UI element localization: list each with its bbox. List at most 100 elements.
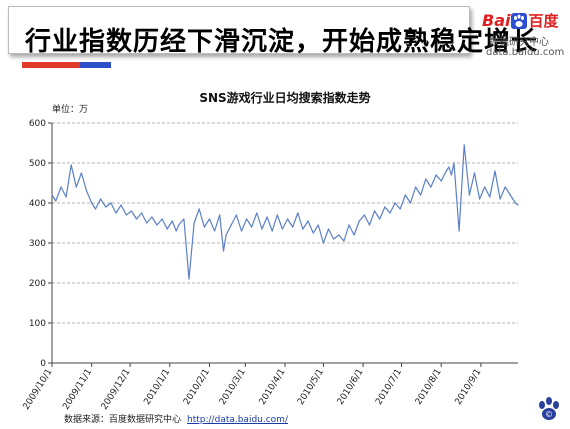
data-point (399, 208, 401, 210)
data-point (225, 234, 227, 236)
data-point (286, 218, 289, 220)
data-point (193, 222, 195, 224)
y-axis-ticks: 0 100 200 300 400 500 600 (29, 119, 52, 369)
data-point (166, 228, 168, 230)
data-point (105, 206, 107, 208)
data-point (256, 212, 258, 214)
y-tick-label: 600 (29, 119, 46, 129)
data-point (394, 202, 396, 204)
data-point (478, 198, 481, 200)
x-tick-label: 2010/1/1 (142, 367, 172, 407)
line-chart: SNS游戏行业日均搜索指数走势 单位：万 0 100 200 300 400 500 600… (22, 90, 519, 410)
data-point (75, 186, 77, 188)
logo-subtitle: 数据研究中心 (489, 37, 549, 48)
page-title: 行业指数历经下滑沉淀，开始成熟稳定增长 (25, 27, 539, 57)
source-link[interactable]: http://data.baidu.com/ (187, 415, 288, 425)
data-point (504, 186, 506, 188)
x-tick-label: 2010/2/1 (182, 367, 212, 407)
data-point (235, 214, 237, 216)
data-point (251, 226, 253, 228)
data-point (425, 178, 427, 180)
data-point (100, 198, 102, 200)
data-point (80, 172, 83, 174)
logo-latin: Bai (482, 11, 511, 30)
source-note: 数据来源：百度数据研究中心 http://data.baidu.com/ (64, 412, 288, 425)
data-point (317, 224, 319, 226)
data-point (135, 218, 138, 220)
data-point (448, 166, 450, 168)
header-accent-blue (80, 62, 111, 68)
data-point (353, 234, 355, 236)
data-point (94, 208, 97, 210)
data-point (297, 212, 299, 214)
x-tick-label: 2010/6/1 (336, 367, 366, 407)
data-point (338, 234, 340, 236)
data-point (509, 194, 511, 196)
data-point (420, 194, 422, 196)
data-point (453, 162, 455, 164)
data-point (91, 202, 93, 204)
x-tick-label: 2009/11/1 (61, 367, 94, 410)
data-point (188, 278, 190, 280)
data-point (440, 180, 442, 182)
data-point (219, 214, 221, 216)
x-tick-label: 2010/4/1 (258, 367, 288, 407)
data-point (414, 186, 417, 188)
x-tick-label: 2009/10/1 (22, 367, 55, 410)
x-tick-label: 2010/5/1 (296, 367, 326, 407)
data-point (51, 194, 53, 196)
data-point (230, 224, 232, 226)
grid (52, 122, 518, 324)
x-tick-label: 2010/7/1 (374, 367, 404, 407)
y-tick-label: 200 (29, 279, 46, 289)
data-point (292, 226, 294, 228)
y-tick-label: 400 (29, 199, 46, 209)
data-point (445, 170, 447, 172)
header-accent-red (22, 62, 80, 68)
data-point (489, 196, 491, 198)
series-line (51, 144, 519, 280)
data-point (302, 228, 304, 230)
logo-url: data.baidu.com (486, 47, 565, 58)
data-point (499, 198, 501, 200)
x-axis-ticks: 2009/10/1 2009/11/1 2009/12/1 2010/1/1 2010/… (22, 363, 483, 410)
data-point (327, 228, 330, 230)
data-point (322, 242, 325, 244)
data-point (183, 218, 185, 220)
data-point (60, 186, 62, 188)
data-point (363, 214, 365, 216)
data-point (178, 224, 180, 226)
data-point (358, 220, 360, 222)
data-point (463, 144, 465, 146)
data-point (156, 224, 158, 226)
data-point (198, 208, 200, 210)
data-point (266, 216, 268, 218)
data-point (203, 226, 205, 228)
data-point (430, 186, 432, 188)
data-point (120, 204, 122, 206)
y-tick-label: 500 (29, 159, 46, 169)
data-point (473, 172, 476, 174)
y-tick-label: 0 (40, 359, 46, 369)
data-point (343, 240, 345, 242)
data-point (161, 218, 163, 220)
data-point (517, 204, 519, 206)
data-point (271, 230, 273, 232)
baidu-paw-icon: © (539, 397, 559, 420)
source-label: 数据来源：百度数据研究中心 (64, 415, 182, 425)
data-point (389, 212, 391, 214)
unit-label: 单位：万 (52, 103, 88, 115)
data-point (384, 206, 386, 208)
data-point (240, 230, 243, 232)
data-point (458, 230, 460, 232)
data-point (348, 224, 350, 226)
data-point (379, 218, 381, 220)
data-point (115, 212, 117, 214)
data-point (146, 222, 148, 224)
data-point (368, 224, 371, 226)
data-point (409, 202, 412, 204)
data-point (130, 210, 132, 212)
baidu-logo: Bai 百度 数据研究中心 data.baidu.com (482, 10, 564, 66)
data-point (404, 194, 406, 196)
data-point (141, 212, 143, 214)
